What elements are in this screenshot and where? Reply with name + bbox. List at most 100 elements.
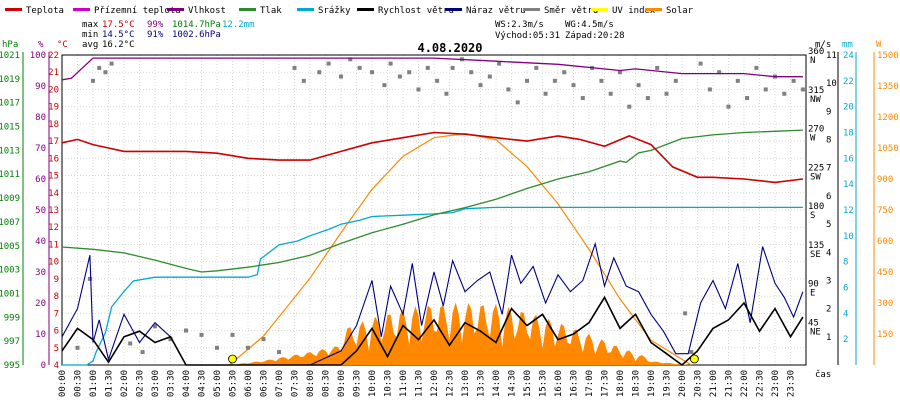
tick-label-x: 00:00 xyxy=(58,370,68,397)
sunset-info: Západ:20:28 xyxy=(565,31,625,41)
legend-label: Teplota xyxy=(26,6,64,16)
wind-dir-point xyxy=(698,61,703,66)
tick-label-degc: 8 xyxy=(54,292,59,302)
axes-group: hPa9959979991001100310051007100910111013… xyxy=(0,40,899,371)
max-humidity: 99% xyxy=(147,20,164,30)
tick-label-mm: 6 xyxy=(843,284,848,294)
tick-label-w: 750 xyxy=(877,206,893,216)
wind-dir-point xyxy=(599,78,604,83)
tick-label-dir: SE xyxy=(810,250,821,260)
legend-swatch xyxy=(73,8,90,11)
tick-label-x: 00:30 xyxy=(74,370,84,397)
tick-label-ms: 5 xyxy=(826,220,831,230)
tick-label-degc: 17 xyxy=(48,137,59,147)
tick-label-w: 900 xyxy=(877,175,893,185)
tick-label-ms: 2 xyxy=(826,305,831,315)
tick-label-x: 15:00 xyxy=(523,370,533,397)
tick-label-degc: 22 xyxy=(48,51,59,61)
tick-label-pct: 70 xyxy=(35,144,46,154)
wind-dir-point xyxy=(497,61,502,66)
wind-dir-point xyxy=(199,332,204,337)
wind-dir-point xyxy=(326,61,331,66)
legend-label: Rychlost větru xyxy=(378,6,454,16)
tick-label-pct: 30 xyxy=(35,268,46,278)
tick-label-deg: 90 xyxy=(808,280,819,290)
avg-temp: 16.2°C xyxy=(102,40,135,50)
tick-label-hpa: 1011 xyxy=(0,170,20,180)
tick-label-mm: 20 xyxy=(843,103,854,113)
series-Tlak xyxy=(61,129,803,273)
tick-label-x: 20:00 xyxy=(678,370,688,397)
wind-dir-point xyxy=(103,70,108,75)
chart-title: 4.08.2020 xyxy=(417,41,482,55)
tick-label-pct: 60 xyxy=(35,175,46,185)
tick-label-degc: 13 xyxy=(48,206,59,216)
axis-title-x: čas xyxy=(815,369,831,380)
tick-label-w: 1350 xyxy=(877,82,899,92)
wind-dir-point xyxy=(782,91,787,96)
max-temp: 17.5°C xyxy=(102,20,135,30)
tick-label-x: 09:30 xyxy=(353,370,363,397)
tick-label-x: 14:00 xyxy=(492,370,502,397)
max-label: max xyxy=(82,20,99,30)
tick-label-x: 07:30 xyxy=(291,370,301,397)
tick-label-x: 06:30 xyxy=(260,370,270,397)
tick-label-x: 08:30 xyxy=(322,370,332,397)
wind-speed-info: WS:2.3m/s xyxy=(495,20,544,30)
tick-label-deg: 45 xyxy=(808,318,819,328)
tick-label-degc: 7 xyxy=(54,309,59,319)
tick-label-x: 23:30 xyxy=(787,370,797,397)
tick-label-mm: 18 xyxy=(843,129,854,139)
wind-dir-point xyxy=(763,87,768,92)
tick-label-x: 20:30 xyxy=(694,370,704,397)
wind-dir-point xyxy=(397,74,402,79)
tick-label-x: 21:30 xyxy=(725,370,735,397)
tick-label-ms: 6 xyxy=(826,192,831,202)
tick-label-x: 10:30 xyxy=(384,370,394,397)
wind-dir-point xyxy=(128,341,133,346)
tick-label-degc: 6 xyxy=(54,327,59,337)
wind-dir-point xyxy=(292,65,297,70)
tick-label-w: 1500 xyxy=(877,51,899,61)
tick-label-hpa: 995 xyxy=(4,361,20,371)
tick-label-degc: 14 xyxy=(48,189,59,199)
solar-fill-area xyxy=(232,302,689,365)
tick-label-pct: 80 xyxy=(35,113,46,123)
tick-label-pct: 50 xyxy=(35,206,46,216)
tick-label-degc: 20 xyxy=(48,85,59,95)
min-humidity: 91% xyxy=(147,30,164,40)
tick-label-hpa: 1007 xyxy=(0,218,20,228)
wind-dir-point xyxy=(168,337,173,342)
tick-label-deg: 225 xyxy=(808,163,824,173)
tick-label-w: 1050 xyxy=(877,144,899,154)
wind-dir-point xyxy=(655,65,660,70)
tick-label-degc: 10 xyxy=(48,258,59,268)
tick-label-x: 13:30 xyxy=(477,370,487,397)
wind-dir-point xyxy=(261,337,266,342)
series-Vlhkost xyxy=(61,57,803,81)
tick-label-deg: 180 xyxy=(808,202,824,212)
wind-dir-point xyxy=(689,350,694,355)
tick-label-x: 01:00 xyxy=(89,370,99,397)
tick-label-pct: 40 xyxy=(35,237,46,247)
tick-label-x: 08:00 xyxy=(306,370,316,397)
tick-label-dir: NE xyxy=(810,327,821,337)
tick-label-x: 15:30 xyxy=(539,370,549,397)
tick-label-hpa: 1017 xyxy=(0,99,20,109)
tick-label-dir: NW xyxy=(810,95,821,105)
tick-label-w: 1200 xyxy=(877,113,899,123)
tick-label-x: 14:30 xyxy=(508,370,518,397)
plot-area xyxy=(61,57,805,367)
wind-dir-point xyxy=(487,74,492,79)
wind-dir-point xyxy=(791,78,796,83)
tick-label-x: 18:00 xyxy=(616,370,626,397)
stats-block: max 17.5°C 99% 1014.7hPa 12.2mm min 14.5… xyxy=(82,20,255,50)
max-rain: 12.2mm xyxy=(222,20,255,30)
tick-label-x: 19:30 xyxy=(663,370,673,397)
legend-swatch xyxy=(5,8,22,11)
legend-label: Solar xyxy=(666,6,694,16)
wind-dir-point xyxy=(580,96,585,101)
tick-label-hpa: 999 xyxy=(4,313,20,323)
tick-label-deg: 135 xyxy=(808,241,824,251)
wind-dir-point xyxy=(754,65,759,70)
